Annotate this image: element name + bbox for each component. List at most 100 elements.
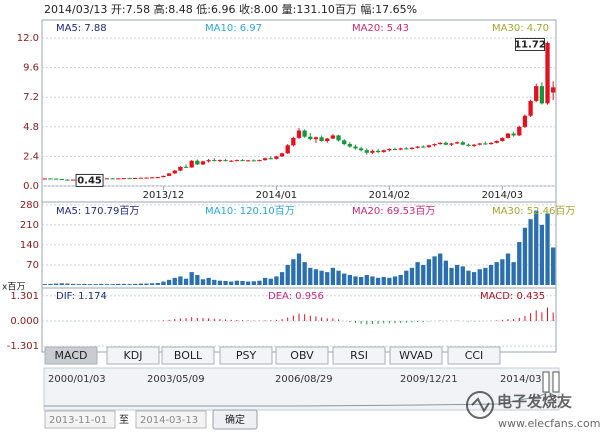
candle-body <box>342 140 347 145</box>
volume-bar <box>319 270 324 285</box>
tab-label: CCI <box>465 349 484 362</box>
x-tick-label: 2013/12 <box>143 190 185 201</box>
candle-body <box>155 177 160 179</box>
candle-body <box>189 160 194 168</box>
volume-bar <box>257 280 262 285</box>
start-date-input[interactable] <box>44 410 116 429</box>
volume-bar <box>42 284 47 285</box>
volume-bar <box>291 259 296 285</box>
volume-bar <box>505 253 511 285</box>
volume-bar <box>161 281 166 285</box>
tab[interactable] <box>332 346 386 365</box>
volume-bar <box>189 272 194 285</box>
volume-bar <box>528 219 533 285</box>
volume-bar <box>522 227 528 285</box>
candle-body <box>70 179 76 181</box>
volume-bar <box>494 262 499 285</box>
volume-bar <box>296 253 302 285</box>
volume-bar <box>48 283 53 285</box>
volume-bar <box>138 283 143 285</box>
volume-bar <box>234 280 240 285</box>
to-label: 至 <box>119 414 129 426</box>
volume-bar <box>99 283 104 285</box>
watermark: 电子发烧友 www.elecfans.com <box>466 391 600 430</box>
candle-body <box>195 160 200 165</box>
candle-body <box>110 178 115 180</box>
candle-body <box>488 142 494 145</box>
candle-body <box>358 148 364 151</box>
volume-bar <box>223 280 228 285</box>
navigator-label: 2014/03 <box>500 374 542 385</box>
tab[interactable] <box>161 346 215 365</box>
indicator-label: MA20: 69.53百万 <box>352 205 435 217</box>
tab[interactable] <box>106 346 160 365</box>
volume-bar <box>262 277 268 285</box>
candle-body <box>121 178 127 180</box>
volume-bar <box>392 276 398 285</box>
tab[interactable] <box>389 346 443 365</box>
volume-bar <box>409 267 415 285</box>
candle-body <box>551 87 556 93</box>
navigator-handle[interactable] <box>552 371 560 393</box>
candle-body <box>223 160 228 162</box>
tab[interactable] <box>447 346 501 365</box>
candle-body <box>517 126 522 136</box>
volume-bar <box>155 282 160 285</box>
tab[interactable] <box>275 346 329 365</box>
volume-bar <box>110 284 115 285</box>
confirm-label: 确定 <box>225 413 245 426</box>
volume-bar <box>279 272 285 285</box>
candle-body <box>494 140 499 143</box>
watermark-name: 电子发烧友 <box>497 393 572 411</box>
candle-body <box>432 144 437 146</box>
candle-body <box>127 178 132 180</box>
start-date: 2013-11-01 <box>49 415 107 426</box>
candle-body <box>42 178 47 180</box>
volume-bar <box>178 276 183 285</box>
indicator-label: DEA: 0.956 <box>268 291 324 302</box>
volume-bar <box>302 262 307 285</box>
volume-bar <box>59 283 64 285</box>
volume-bar <box>353 276 358 285</box>
candle-body <box>375 150 381 153</box>
volume-bar <box>87 284 93 285</box>
navigator-label: 2003/05/09 <box>147 374 205 385</box>
volume-bar <box>246 281 251 285</box>
watermark-logo <box>466 391 494 419</box>
y-tick-label: 4.8 <box>23 122 39 133</box>
confirm-button[interactable] <box>212 409 258 430</box>
tab[interactable] <box>44 346 98 365</box>
end-date-input[interactable] <box>135 410 207 429</box>
y-tick-label: 0.000 <box>10 316 39 327</box>
volume-bar <box>330 267 336 285</box>
tab[interactable] <box>219 346 273 365</box>
volume-bar <box>285 264 290 285</box>
navigator-label: 2009/12/21 <box>400 374 458 385</box>
candle-body <box>212 160 217 162</box>
candle-body <box>234 160 240 162</box>
candle-body <box>511 133 516 136</box>
y-tick-label: 9.6 <box>23 63 39 74</box>
indicator-label: MA10: 6.97 <box>205 23 262 34</box>
navigator-handle[interactable] <box>542 371 550 393</box>
candle-body <box>466 144 471 146</box>
volume-bar <box>336 270 341 285</box>
volume-bar <box>200 279 206 285</box>
candle-body <box>274 156 279 159</box>
end-date: 2014-03-13 <box>140 415 198 426</box>
candle-body <box>251 160 256 162</box>
candle-body <box>455 142 460 144</box>
candle-body <box>347 144 352 147</box>
volume-bar <box>460 266 465 285</box>
candle-body <box>178 166 183 171</box>
candle-body <box>183 166 189 168</box>
candle-body <box>460 142 465 145</box>
volume-bar <box>545 213 550 285</box>
volume-bar <box>443 260 449 285</box>
indicator-label: MA10: 120.10百万 <box>205 205 295 217</box>
candle-body <box>438 142 443 145</box>
candle-body <box>229 160 234 162</box>
candle-body <box>477 143 482 145</box>
volume-bar <box>116 283 121 285</box>
